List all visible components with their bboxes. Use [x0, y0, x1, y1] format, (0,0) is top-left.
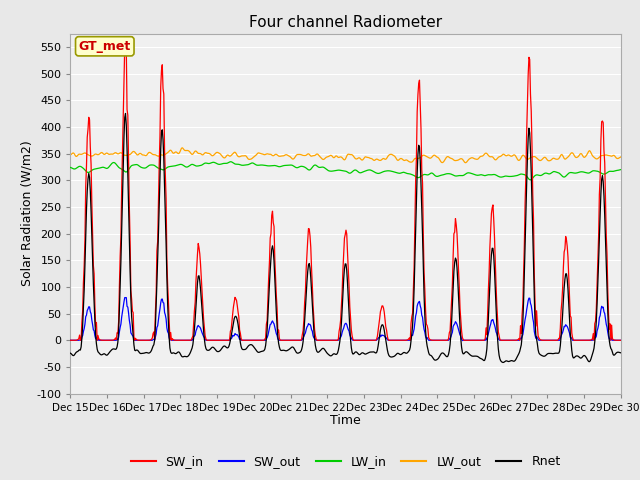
Text: GT_met: GT_met	[79, 40, 131, 53]
Y-axis label: Solar Radiation (W/m2): Solar Radiation (W/m2)	[20, 141, 33, 287]
Title: Four channel Radiometer: Four channel Radiometer	[249, 15, 442, 30]
Legend: SW_in, SW_out, LW_in, LW_out, Rnet: SW_in, SW_out, LW_in, LW_out, Rnet	[125, 450, 566, 473]
X-axis label: Time: Time	[330, 414, 361, 427]
